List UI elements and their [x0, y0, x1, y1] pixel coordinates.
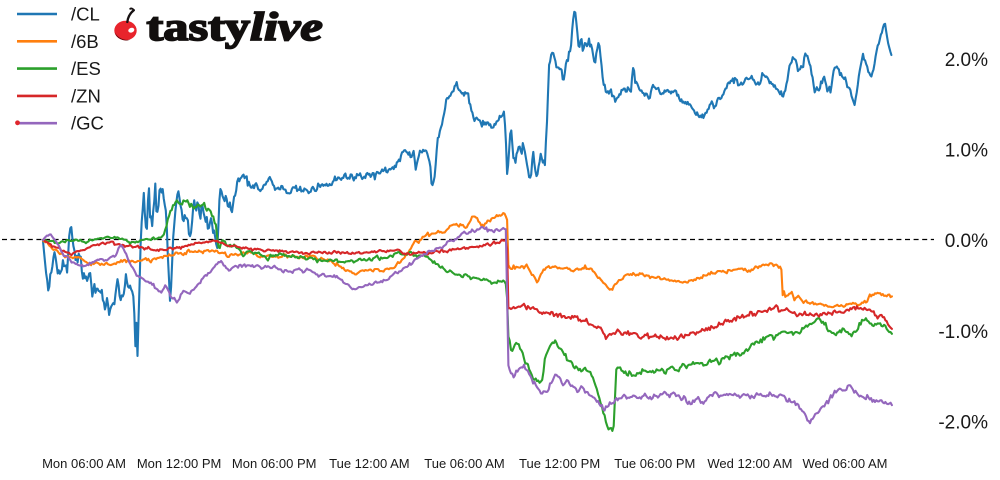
svg-text:Mon 06:00 PM: Mon 06:00 PM [232, 456, 317, 471]
svg-text:/GC: /GC [71, 113, 104, 134]
svg-text:/ES: /ES [71, 58, 101, 79]
svg-text:Mon 06:00 AM: Mon 06:00 AM [42, 456, 126, 471]
svg-text:/6B: /6B [71, 31, 99, 52]
svg-text:Mon 12:00 PM: Mon 12:00 PM [137, 456, 222, 471]
svg-text:0.0%: 0.0% [945, 231, 988, 252]
svg-text:/CL: /CL [71, 4, 100, 25]
svg-text:Tue 06:00 PM: Tue 06:00 PM [614, 456, 695, 471]
svg-text:/ZN: /ZN [71, 85, 101, 106]
svg-text:Tue 12:00 AM: Tue 12:00 AM [329, 456, 409, 471]
svg-text:Wed 06:00 AM: Wed 06:00 AM [802, 456, 887, 471]
svg-text:Tue 06:00 AM: Tue 06:00 AM [424, 456, 504, 471]
svg-text:tastylive: tastylive [147, 4, 323, 49]
svg-text:Wed 12:00 AM: Wed 12:00 AM [707, 456, 792, 471]
svg-text:-1.0%: -1.0% [938, 322, 988, 343]
svg-text:2.0%: 2.0% [945, 50, 988, 71]
svg-text:1.0%: 1.0% [945, 141, 988, 162]
svg-text:-2.0%: -2.0% [938, 413, 988, 434]
svg-text:Tue 12:00 PM: Tue 12:00 PM [519, 456, 600, 471]
